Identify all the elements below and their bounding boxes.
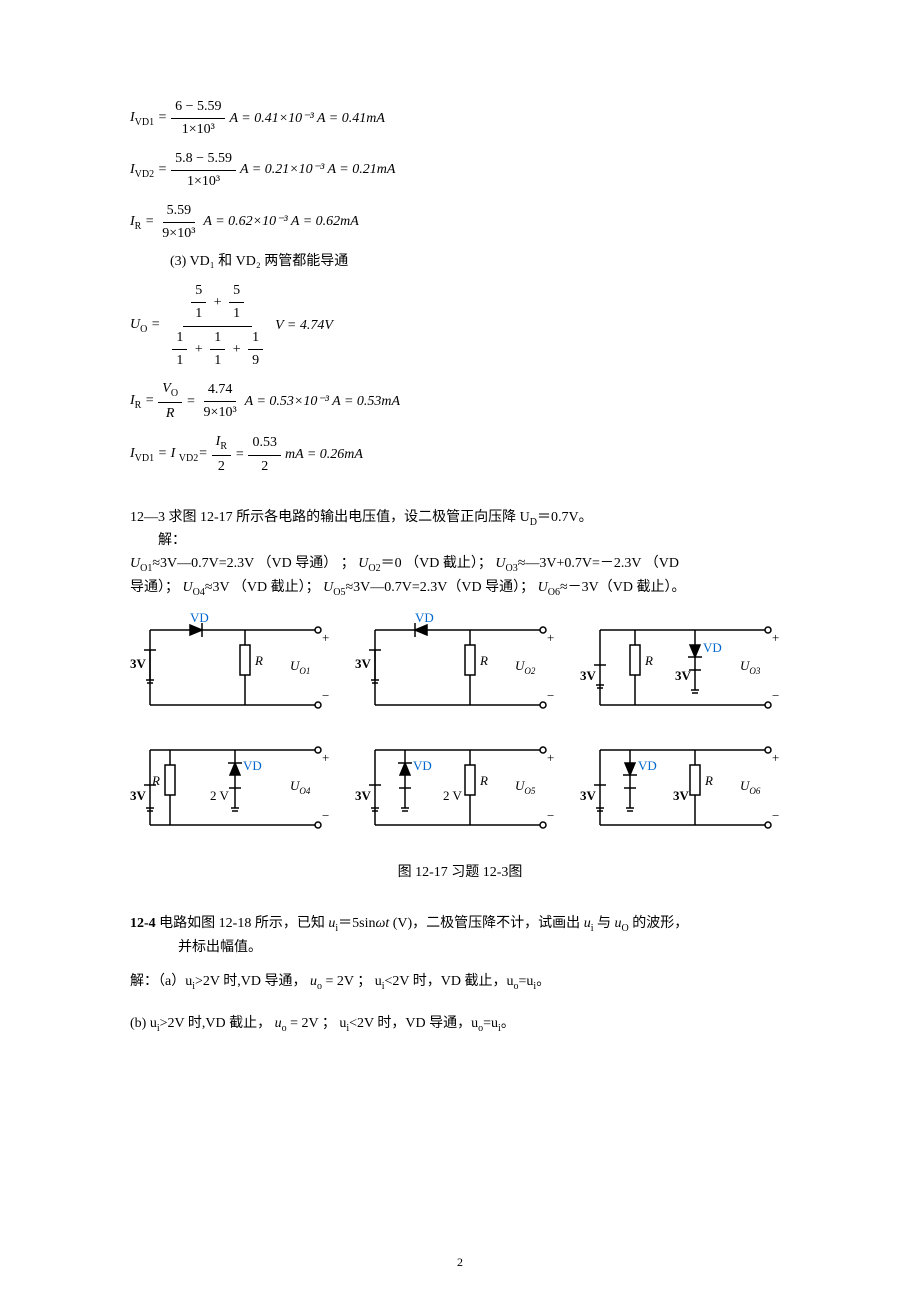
svg-text:2 V: 2 V — [443, 788, 463, 803]
var: IVD2 = — [130, 159, 167, 183]
svg-text:−: − — [547, 808, 554, 823]
problem-12-3: 12—3 求图 12-17 所示各电路的输出电压值，设二极管正向压降 UD＝0.… — [130, 507, 790, 531]
svg-text:R: R — [704, 773, 713, 788]
circuit-svg: 3V VD 2 V R + UO5 − — [355, 730, 565, 850]
problem-12-4-line2: 并标出幅值。 — [178, 937, 790, 959]
circuit-svg: 3V VD 3V R + UO6 − — [580, 730, 790, 850]
svg-text:R: R — [151, 773, 160, 788]
svg-text:3V: 3V — [675, 668, 692, 683]
equation-ivd1: IVD1 = 6 − 5.59 1×10³ A = 0.41×10⁻³ A = … — [130, 96, 790, 142]
circuit-2: 3V VD R + UO2 − — [355, 610, 565, 730]
solution-line1: UO1≈3V—0.7V=2.3V （VD 导通） ； UO2＝0 （VD 截止）… — [130, 553, 790, 577]
circuit-svg: 3V VD R + UO2 − — [355, 610, 565, 730]
eq: = — [186, 391, 195, 413]
solution-a: 解：（a）ui>2V 时,VD 导通， uo = 2V ； ui<2V 时，VD… — [130, 971, 790, 995]
svg-text:UO3: UO3 — [740, 658, 761, 676]
svg-text:+: + — [547, 630, 554, 645]
svg-text:−: − — [772, 808, 779, 823]
svg-text:−: − — [772, 688, 779, 703]
svg-text:UO2: UO2 — [515, 658, 536, 676]
result: A = 0.62×10⁻³ A = 0.62mA — [203, 211, 358, 233]
equation-ivd-half: IVD1 = I VD2= IR 2 = 0.53 2 mA = 0.26mA — [130, 431, 790, 478]
svg-text:UO6: UO6 — [740, 778, 761, 796]
svg-text:−: − — [322, 688, 329, 703]
fraction: VO R — [158, 378, 182, 425]
solution-line2: 导通）； UO4≈3V （VD 截止）； UO5≈3V—0.7V=2.3V（VD… — [130, 577, 790, 601]
svg-text:3V: 3V — [130, 788, 147, 803]
svg-text:3V: 3V — [580, 788, 597, 803]
fraction: 0.53 2 — [248, 432, 281, 478]
svg-text:+: + — [322, 630, 329, 645]
fraction: 5.8 − 5.59 1×10³ — [171, 148, 236, 194]
eq: = — [235, 444, 244, 466]
fraction: 4.74 9×10³ — [200, 379, 241, 425]
svg-text:2 V: 2 V — [210, 788, 230, 803]
circuit-svg: 3V VD R + UO1 − — [130, 610, 340, 730]
equation-ivd2: IVD2 = 5.8 − 5.59 1×10³ A = 0.21×10⁻³ A … — [130, 148, 790, 194]
svg-text:+: + — [772, 630, 779, 645]
svg-text:R: R — [479, 653, 488, 668]
svg-text:UO1: UO1 — [290, 658, 310, 676]
solution-b: (b) ui>2V 时,VD 截止， uo = 2V ； ui<2V 时，VD … — [130, 1013, 790, 1037]
svg-text:3V: 3V — [355, 788, 372, 803]
page-number: 2 — [457, 1253, 463, 1272]
svg-text:3V: 3V — [580, 668, 597, 683]
circuit-1: 3V VD R + UO1 − — [130, 610, 340, 730]
circuit-4: 3V R VD 2 V + UO4 − — [130, 730, 340, 850]
fraction: 51 + 51 11 + 11 + 19 — [164, 280, 271, 373]
result: A = 0.53×10⁻³ A = 0.53mA — [245, 391, 400, 413]
svg-text:−: − — [322, 808, 329, 823]
circuit-grid: 3V VD R + UO1 − — [130, 610, 790, 850]
result: mA = 0.26mA — [285, 444, 363, 466]
var: UO = — [130, 314, 160, 338]
fraction: 5.59 9×10³ — [158, 200, 199, 246]
svg-text:R: R — [254, 653, 263, 668]
circuit-6: 3V VD 3V R + UO6 − — [580, 730, 790, 850]
result: A = 0.41×10⁻³ A = 0.41mA — [229, 108, 384, 130]
fraction: IR 2 — [212, 431, 231, 478]
svg-text:R: R — [479, 773, 488, 788]
svg-text:VD: VD — [703, 640, 722, 655]
equation-uo: UO = 51 + 51 11 + 11 + 19 V = 4.74V — [130, 280, 790, 373]
circuit-svg: 3V R VD 2 V + UO4 − — [130, 730, 340, 850]
svg-text:VD: VD — [190, 610, 209, 625]
equation-ir: IR = 5.59 9×10³ A = 0.62×10⁻³ A = 0.62mA — [130, 200, 790, 246]
note-3: (3) VD₁ 和 VD₂ 两管都能导通 — [170, 251, 790, 273]
svg-text:R: R — [644, 653, 653, 668]
svg-text:VD: VD — [638, 758, 657, 773]
svg-text:−: − — [547, 688, 554, 703]
svg-text:3V: 3V — [673, 788, 690, 803]
problem-12-4: 12-4 电路如图 12-18 所示，已知 ui＝5sinωt (V)，二极管压… — [130, 913, 790, 937]
var: IR = — [130, 211, 154, 235]
var: IVD1 = I VD2= — [130, 443, 208, 467]
solution-label: 解： — [130, 530, 790, 552]
svg-text:3V: 3V — [130, 656, 147, 671]
svg-text:VD: VD — [415, 610, 434, 625]
circuit-5: 3V VD 2 V R + UO5 − — [355, 730, 565, 850]
result: A = 0.21×10⁻³ A = 0.21mA — [240, 159, 395, 181]
svg-text:UO4: UO4 — [290, 778, 311, 796]
circuit-3: 3V R VD 3V + UO3 − — [580, 610, 790, 730]
svg-text:VD: VD — [413, 758, 432, 773]
svg-text:+: + — [772, 750, 779, 765]
result: V = 4.74V — [275, 315, 333, 337]
svg-text:VD: VD — [243, 758, 262, 773]
equation-ir2: IR = VO R = 4.74 9×10³ A = 0.53×10⁻³ A =… — [130, 378, 790, 425]
svg-text:3V: 3V — [355, 656, 372, 671]
svg-text:+: + — [547, 750, 554, 765]
var: IVD1 = — [130, 107, 167, 131]
problem-title: 12—3 求图 12-17 所示各电路的输出电压值，设二极管正向压降 U — [130, 510, 530, 525]
fraction: 6 − 5.59 1×10³ — [171, 96, 225, 142]
var: IR = — [130, 390, 154, 414]
figure-caption: 图 12-17 习题 12-3图 — [130, 862, 790, 884]
circuit-svg: 3V R VD 3V + UO3 − — [580, 610, 790, 730]
svg-text:UO5: UO5 — [515, 778, 536, 796]
svg-text:+: + — [322, 750, 329, 765]
